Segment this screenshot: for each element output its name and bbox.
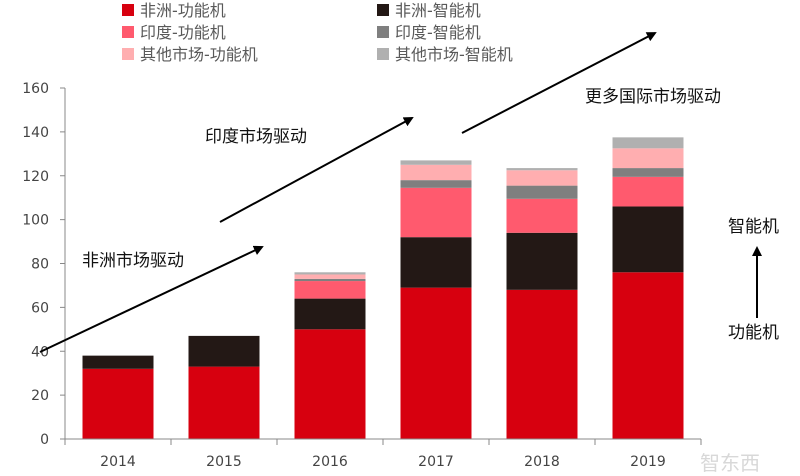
y-tick-label: 120 [22,169,49,185]
bar-2018-series-5 [506,168,578,171]
legend-swatch [377,26,389,38]
bar-2019-series-3 [612,168,684,177]
annotation-india: 印度市场驱动 [205,127,307,147]
x-tick-label: 2014 [100,454,136,470]
legend-swatch [377,48,389,60]
bar-2016-series-0 [294,329,366,439]
bar-2019-series-1 [612,206,684,273]
bar-2017-series-0 [400,287,472,439]
bar-2017-series-1 [400,237,472,288]
bar-2017-series-3 [400,180,472,188]
bar-2016-series-1 [294,298,366,330]
legend-label: 非洲-智能机 [395,1,481,20]
y-tick-label: 80 [31,257,49,273]
legend-label: 其他市场-智能机 [395,45,513,64]
legend-item: 其他市场-智能机 [377,45,513,64]
legend-label: 其他市场-功能机 [140,45,258,64]
y-tick-label: 160 [22,81,49,97]
bar-2014-series-0 [82,368,154,439]
annotation-intl: 更多国际市场驱动 [585,87,721,107]
bar-2016-series-3 [294,278,366,282]
bar-2017-series-5 [400,160,472,165]
legend-label: 印度-智能机 [395,23,481,42]
annotation-smart: 智能机 [728,217,779,237]
bar-2014-series-1 [82,355,154,369]
bar-2016-series-2 [294,281,366,299]
bar-2018-series-2 [506,198,578,233]
y-tick-label: 40 [31,344,49,360]
bar-2016-series-5 [294,272,366,275]
y-tick-label: 140 [22,125,49,141]
x-tick-label: 2015 [206,454,242,470]
trend-arrow-africa [39,245,264,353]
bar-2019-series-0 [612,272,684,439]
legend-swatch [377,4,389,16]
bar-2018-series-4 [506,170,578,186]
bar-2017-series-4 [400,164,472,181]
bar-2019-series-4 [612,148,684,169]
legend-item: 非洲-智能机 [377,1,481,20]
y-tick-label: 100 [22,213,49,229]
x-tick-label: 2019 [630,454,666,470]
y-tick-label: 60 [31,300,49,316]
x-tick-label: 2018 [524,454,560,470]
bar-2019-series-5 [612,137,684,149]
legend-item: 印度-智能机 [377,23,481,42]
legend-item: 其他市场-功能机 [122,45,258,64]
watermark: 智东西 [700,451,760,475]
annotation-feature: 功能机 [728,323,779,343]
annotation-africa: 非洲市场驱动 [82,251,184,271]
legend-swatch [122,48,134,60]
legend-item: 非洲-功能机 [122,1,226,20]
legend-swatch [122,4,134,16]
bar-2019-series-2 [612,176,684,207]
bar-2018-series-3 [506,185,578,199]
bar-2018-series-0 [506,289,578,439]
trend-arrow-india [219,117,414,223]
y-tick-label: 20 [31,388,49,404]
legend-label: 印度-功能机 [140,23,226,42]
bar-2015-series-1 [188,335,260,367]
y-tick-label: 0 [40,432,49,448]
bar-2018-series-1 [506,232,578,290]
legend-swatch [122,26,134,38]
legend-label: 非洲-功能机 [140,1,226,20]
bar-2015-series-0 [188,366,260,439]
x-tick-label: 2016 [312,454,348,470]
bar-2016-series-4 [294,274,366,279]
trend-arrow-intl [461,32,657,134]
legend-item: 印度-功能机 [122,23,226,42]
x-tick-label: 2017 [418,454,454,470]
bar-2017-series-2 [400,187,472,238]
